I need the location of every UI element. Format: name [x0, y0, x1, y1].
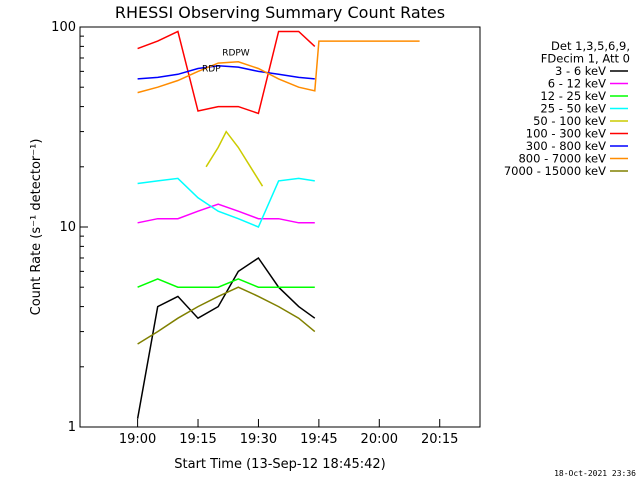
- chart-title: RHESSI Observing Summary Count Rates: [115, 3, 445, 22]
- series-line-1: [137, 203, 315, 224]
- footer-timestamp: 18-Oct-2021 23:36: [554, 469, 636, 478]
- legend-label-8: 7000 - 15000 keV: [504, 164, 606, 178]
- x-tick-label-3: 19:45: [300, 432, 337, 447]
- series-line-2: [137, 278, 315, 288]
- legend-label-1: 6 - 12 keV: [548, 77, 606, 91]
- legend-label-7: 800 - 7000 keV: [518, 152, 606, 166]
- x-axis-label: Start Time (13-Sep-12 18:45:42): [174, 457, 385, 472]
- series-line-0: [136, 256, 316, 419]
- x-tick-label-1: 19:15: [179, 432, 216, 447]
- y-tick-label-0: 1: [68, 420, 76, 435]
- x-tick-label-5: 20:15: [421, 432, 458, 447]
- x-tick-label-2: 19:30: [240, 432, 277, 447]
- legend-header-0: Det 1,3,5,6,9,: [551, 39, 630, 53]
- legend-label-3: 25 - 50 keV: [540, 102, 606, 116]
- legend-label-5: 100 - 300 keV: [526, 127, 606, 141]
- series-line-8: [137, 286, 316, 345]
- legend-label-2: 12 - 25 keV: [540, 89, 606, 103]
- legend-label-0: 3 - 6 keV: [555, 64, 606, 78]
- y-tick-label-1: 10: [59, 220, 76, 235]
- y-tick-label-2: 100: [51, 20, 76, 35]
- series-line-6: [137, 65, 315, 80]
- series-line-4: [205, 130, 264, 187]
- series-line-7: [137, 40, 420, 94]
- y-axis-label: Count Rate (s⁻¹ detector⁻¹): [29, 139, 44, 316]
- annotation-0: RDP: [202, 64, 221, 74]
- series-line-5: [137, 30, 316, 115]
- legend: Det 1,3,5,6,9,FDecim 1, Att 03 - 6 keV6 …: [504, 39, 630, 178]
- x-tick-label-0: 19:00: [119, 432, 156, 447]
- x-tick-label-4: 20:00: [361, 432, 398, 447]
- legend-label-6: 300 - 800 keV: [526, 139, 606, 153]
- series-line-3: [137, 177, 315, 228]
- plot-frame: [79, 26, 481, 428]
- legend-header-1: FDecim 1, Att 0: [541, 52, 630, 66]
- annotation-1: RDPW: [222, 49, 250, 59]
- axes: 1 10 100 19:00 19:15 19:30 19:45 20:00 20:15: [51, 20, 481, 447]
- legend-label-4: 50 - 100 keV: [533, 114, 606, 128]
